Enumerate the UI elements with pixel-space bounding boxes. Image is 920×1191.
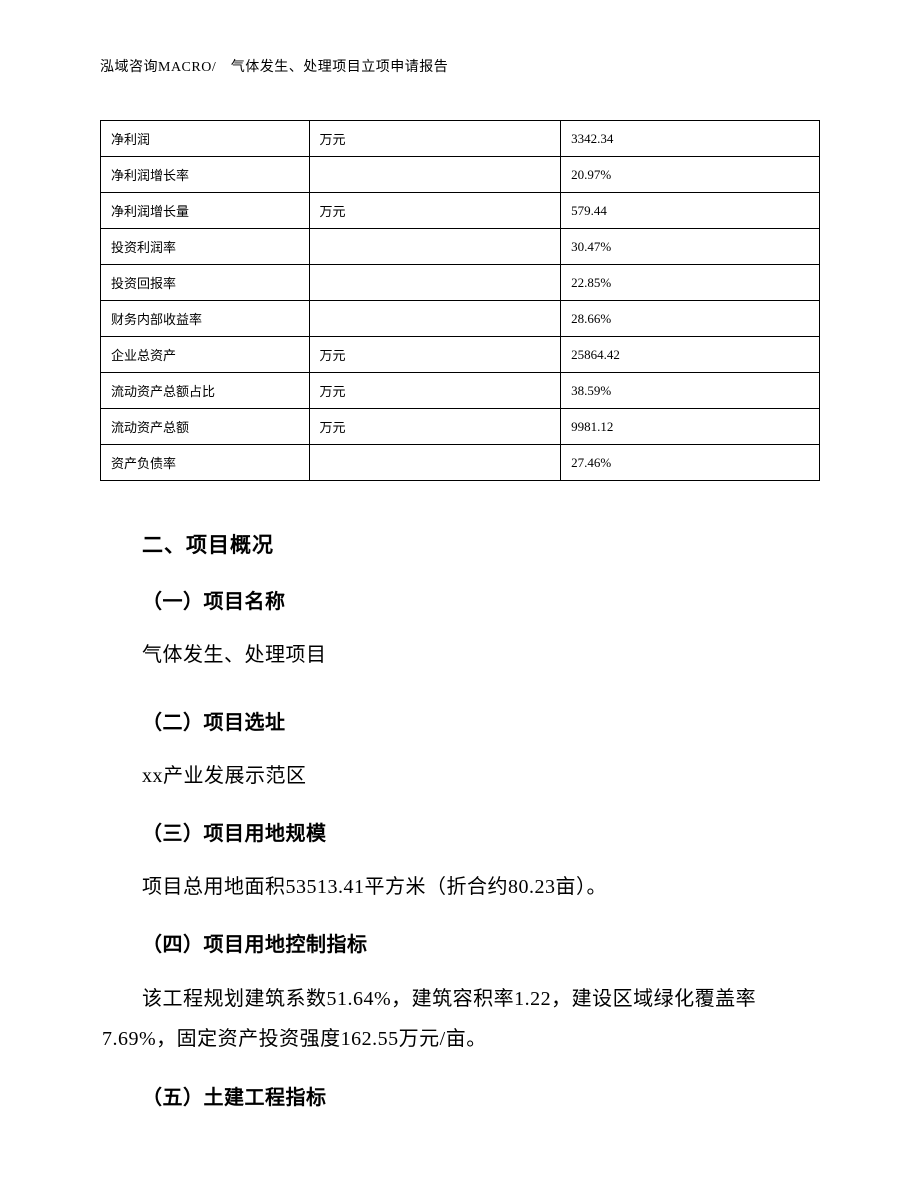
cell-unit [309, 445, 561, 481]
page-header: 泓域咨询MACRO/ 气体发生、处理项目立项申请报告 [100, 56, 820, 76]
cell-value: 28.66% [561, 301, 820, 337]
cell-label: 投资利润率 [101, 229, 310, 265]
table-row: 资产负债率 27.46% [101, 445, 820, 481]
table-row: 流动资产总额占比 万元 38.59% [101, 373, 820, 409]
cell-value: 9981.12 [561, 409, 820, 445]
financial-table: 净利润 万元 3342.34 净利润增长率 20.97% 净利润增长量 万元 5… [100, 120, 820, 481]
cell-unit [309, 265, 561, 301]
cell-label: 财务内部收益率 [101, 301, 310, 337]
subtitle-construction: （五）土建工程指标 [142, 1081, 818, 1110]
body-project-name: 气体发生、处理项目 [142, 636, 818, 674]
cell-label: 资产负债率 [101, 445, 310, 481]
table-row: 投资利润率 30.47% [101, 229, 820, 265]
table-row: 净利润增长量 万元 579.44 [101, 193, 820, 229]
cell-unit: 万元 [309, 121, 561, 157]
section-title: 二、项目概况 [142, 529, 818, 559]
table-row: 投资回报率 22.85% [101, 265, 820, 301]
body-land-control: 该工程规划建筑系数51.64%，建筑容积率1.22，建设区域绿化覆盖率7.69%… [102, 979, 818, 1059]
table-row: 净利润 万元 3342.34 [101, 121, 820, 157]
cell-unit: 万元 [309, 337, 561, 373]
content-block: 二、项目概况 （一）项目名称 气体发生、处理项目 （二）项目选址 xx产业发展示… [100, 529, 820, 1110]
cell-unit: 万元 [309, 193, 561, 229]
cell-unit [309, 157, 561, 193]
cell-label: 投资回报率 [101, 265, 310, 301]
cell-unit [309, 229, 561, 265]
cell-value: 3342.34 [561, 121, 820, 157]
cell-value: 25864.42 [561, 337, 820, 373]
cell-label: 净利润增长量 [101, 193, 310, 229]
cell-label: 净利润增长率 [101, 157, 310, 193]
cell-unit [309, 301, 561, 337]
table-row: 净利润增长率 20.97% [101, 157, 820, 193]
table-row: 流动资产总额 万元 9981.12 [101, 409, 820, 445]
subtitle-land-control: （四）项目用地控制指标 [142, 928, 818, 957]
cell-unit: 万元 [309, 409, 561, 445]
subtitle-land-scale: （三）项目用地规模 [142, 817, 818, 846]
cell-value: 20.97% [561, 157, 820, 193]
subtitle-project-name: （一）项目名称 [142, 585, 818, 614]
cell-unit: 万元 [309, 373, 561, 409]
table-row: 财务内部收益率 28.66% [101, 301, 820, 337]
cell-value: 30.47% [561, 229, 820, 265]
cell-label: 流动资产总额 [101, 409, 310, 445]
cell-value: 38.59% [561, 373, 820, 409]
cell-label: 净利润 [101, 121, 310, 157]
cell-value: 22.85% [561, 265, 820, 301]
cell-label: 流动资产总额占比 [101, 373, 310, 409]
body-land-scale: 项目总用地面积53513.41平方米（折合约80.23亩）。 [142, 868, 818, 906]
body-location: xx产业发展示范区 [142, 757, 818, 795]
table-row: 企业总资产 万元 25864.42 [101, 337, 820, 373]
cell-value: 27.46% [561, 445, 820, 481]
cell-label: 企业总资产 [101, 337, 310, 373]
cell-value: 579.44 [561, 193, 820, 229]
subtitle-location: （二）项目选址 [142, 706, 818, 735]
table-body: 净利润 万元 3342.34 净利润增长率 20.97% 净利润增长量 万元 5… [101, 121, 820, 481]
